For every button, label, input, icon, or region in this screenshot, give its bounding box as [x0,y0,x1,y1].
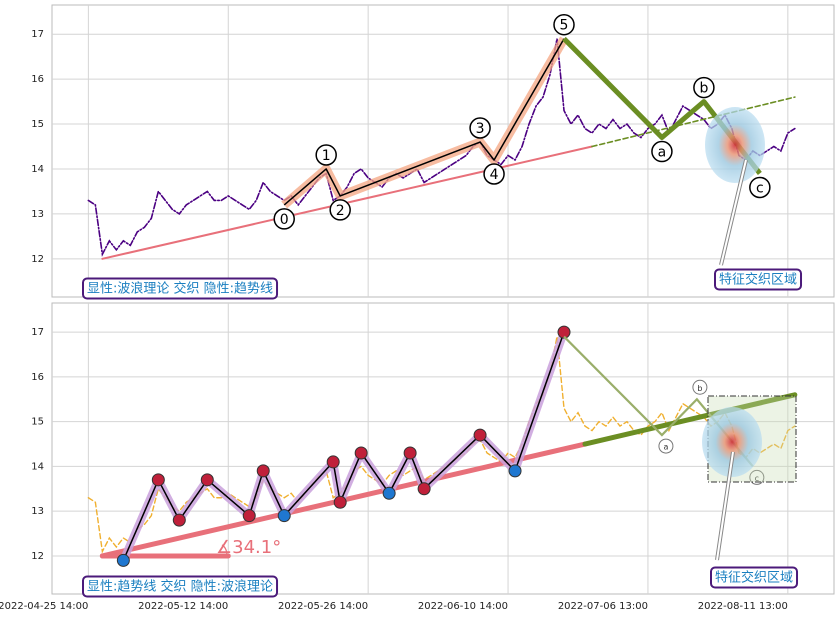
x-tick-label: 2022-06-10 14:00 [418,601,508,612]
y-tick-label: 13 [31,209,44,220]
x-tick-label: 2022-04-25 14:00 [0,601,88,612]
y-tick-label: 15 [31,119,44,130]
wave-marker [469,117,491,139]
zigzag-marker [242,509,256,523]
y-tick-label: 15 [31,417,44,428]
trend-line [582,392,798,447]
wave-label: c [756,180,764,196]
y-tick-label: 17 [31,327,44,338]
y-tick-label: 16 [31,74,44,85]
wave-label: a [663,443,668,452]
zigzag-marker [508,464,522,478]
zigzag-marker [151,473,165,487]
zigzag-marker [382,486,396,500]
zigzag-marker [333,495,347,509]
annotation: 特征交织区域 [719,272,797,288]
wave-marker [315,144,337,166]
x-tick-label: 2022-07-06 13:00 [558,601,648,612]
wave-marker [651,140,673,163]
y-tick-label: 14 [31,461,44,472]
wave-label: a [658,145,667,161]
wave-label: b [697,384,702,393]
annotation: ∡34.1° [216,537,281,558]
arrow [720,159,747,266]
price-line [87,38,796,257]
wave-marker [273,208,295,230]
feature-zone [702,407,762,477]
annotation-box [82,575,279,598]
wave-label: 0 [280,212,289,228]
trend-line [591,96,796,148]
wave-marker [553,13,575,36]
feature-zone [705,107,765,183]
annotation-box [82,277,279,300]
zigzag-marker [116,553,130,567]
annotation: 显性:波浪理论 交织 隐性:趋势线 [87,281,273,297]
wave-label: 3 [476,121,485,137]
annotation: 特征交织区域 [715,570,793,586]
wave-line [283,38,565,206]
plot-area [51,4,835,298]
annotation-box [710,566,799,589]
wave-label: b [699,81,708,97]
x-tick-label: 2022-05-26 14:00 [278,601,368,612]
x-tick-label: 2022-08-11 13:00 [698,601,788,612]
wave-marker [693,76,715,99]
zigzag-marker [417,482,431,496]
zigzag-marker [403,446,417,460]
wave-label: c [755,474,759,483]
arrow [716,451,734,561]
y-tick-label: 12 [31,551,44,562]
wave-marker [692,379,708,395]
wave-label: 1 [322,148,331,164]
zigzag-marker [326,455,340,469]
y-tick-label: 13 [31,506,44,517]
wave-marker [329,199,351,221]
annotation-box [714,268,803,291]
wave-marker [749,469,765,485]
wave-label: 4 [490,167,499,183]
y-tick-label: 12 [31,254,44,265]
zigzag-marker [277,509,291,523]
zigzag-marker [200,473,214,487]
y-tick-label: 16 [31,372,44,383]
zigzag-line [122,331,565,561]
zigzag-marker [473,428,487,442]
wave-marker [483,163,505,185]
x-tick-label: 2022-05-12 14:00 [138,601,228,612]
wave-marker [658,438,674,454]
y-tick-label: 14 [31,164,44,175]
wave-label: 5 [560,18,569,34]
wave-label: 2 [336,203,345,219]
zigzag-marker [354,446,368,460]
zigzag-marker [172,513,186,527]
annotation: 显性:趋势线 交织 隐性:波浪理论 [87,579,273,595]
y-tick-label: 17 [31,29,44,40]
zigzag-marker [256,464,270,478]
zigzag-marker [557,325,571,339]
wave-marker [749,176,771,199]
